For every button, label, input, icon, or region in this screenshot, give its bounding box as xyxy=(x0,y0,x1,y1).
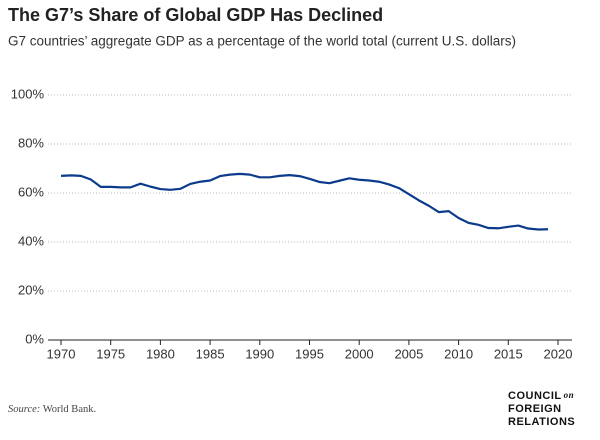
x-tick-label: 1985 xyxy=(196,346,225,361)
logo-line: COUNCIL on xyxy=(508,390,574,402)
x-tick-label: 1990 xyxy=(245,346,274,361)
x-tick-label: 2000 xyxy=(345,346,374,361)
y-tick-label: 0% xyxy=(25,331,44,346)
logo-line: FOREIGN xyxy=(508,403,562,415)
x-tick-label: 1975 xyxy=(96,346,125,361)
chart-title: The G7’s Share of Global GDP Has Decline… xyxy=(8,5,383,25)
x-tick-label: 1980 xyxy=(146,346,175,361)
logo-line: RELATIONS xyxy=(508,416,575,428)
logo-word: COUNCIL xyxy=(508,390,562,402)
x-tick-label: 1970 xyxy=(47,346,76,361)
x-tick-label: 2020 xyxy=(544,346,573,361)
x-tick-label: 1995 xyxy=(295,346,324,361)
y-tick-label: 60% xyxy=(18,184,44,199)
source-label: Source: xyxy=(8,404,40,415)
logo-word: on xyxy=(564,390,575,400)
x-tick-label: 2010 xyxy=(444,346,473,361)
source: Source: World Bank. xyxy=(8,404,96,415)
y-tick-label: 20% xyxy=(18,282,44,297)
y-tick-label: 80% xyxy=(18,135,44,150)
chart-subtitle: G7 countries’ aggregate GDP as a percent… xyxy=(8,34,516,49)
source-text: World Bank. xyxy=(43,404,96,415)
y-tick-label: 40% xyxy=(18,233,44,248)
data-line xyxy=(60,172,549,231)
y-tick-label: 100% xyxy=(11,86,45,101)
x-tick-label: 2015 xyxy=(494,346,523,361)
x-tick-label: 2005 xyxy=(394,346,423,361)
